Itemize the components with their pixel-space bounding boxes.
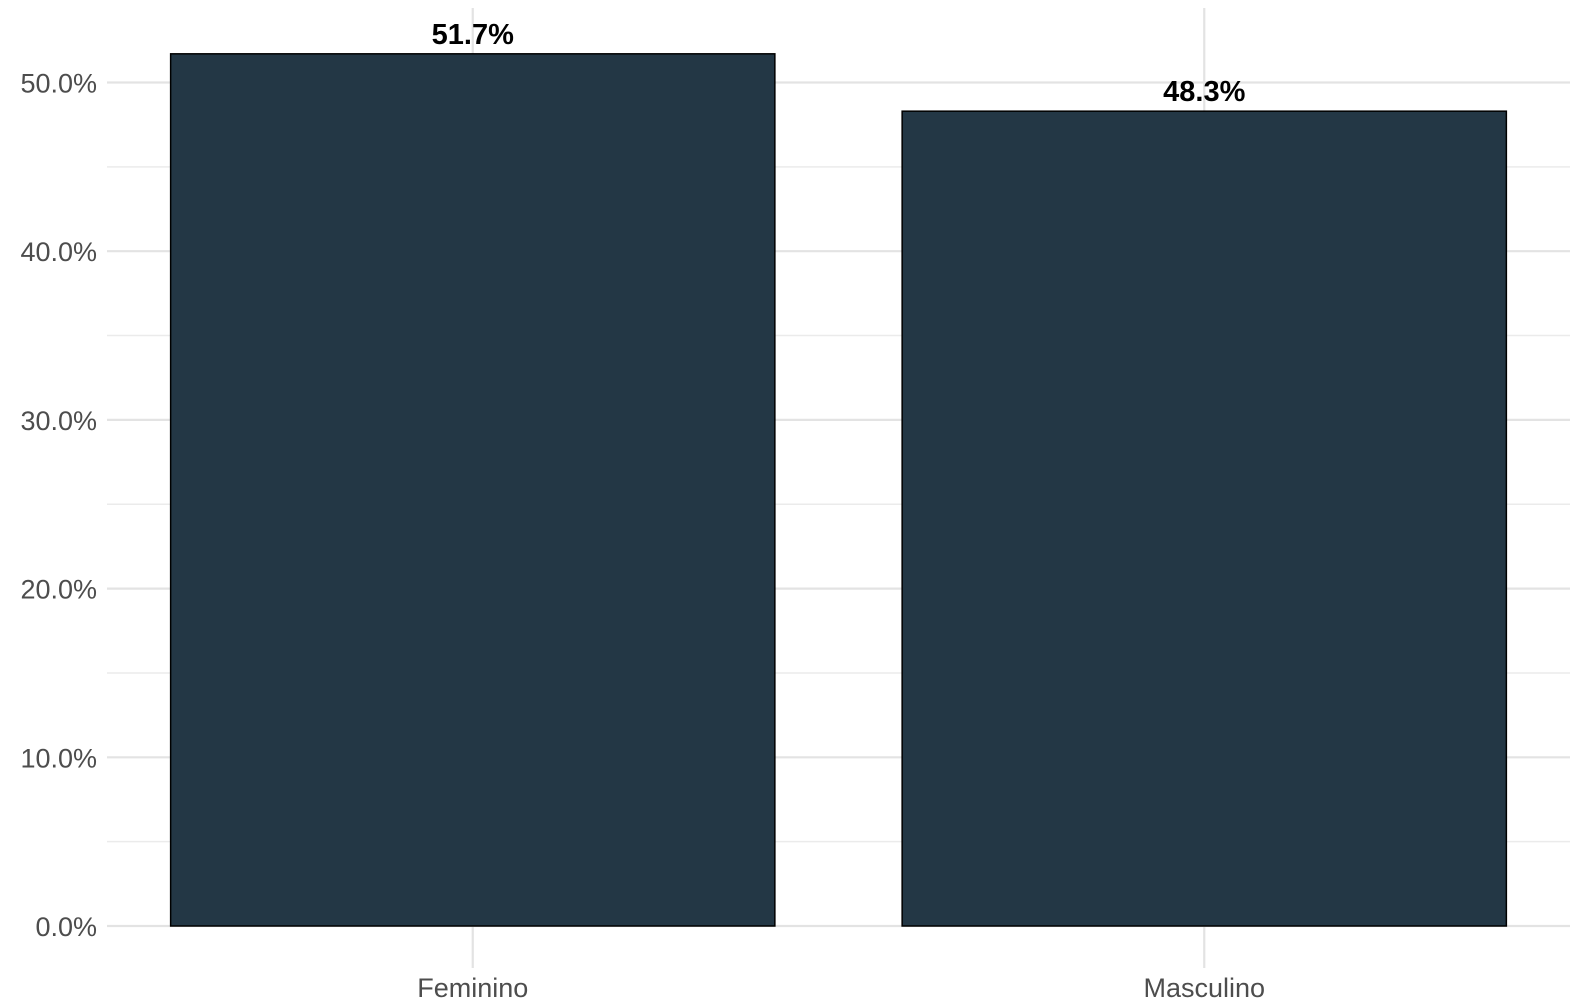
- y-tick-label: 50.0%: [20, 69, 97, 99]
- x-tick-label-masculino: Masculino: [1143, 973, 1265, 1003]
- x-axis-ticks: Feminino Masculino: [417, 973, 1265, 1003]
- bar-masculino: [901, 110, 1508, 927]
- y-tick-label: 20.0%: [20, 575, 97, 605]
- y-tick-label: 30.0%: [20, 406, 97, 436]
- y-tick-label: 10.0%: [20, 743, 97, 773]
- y-axis-ticks: 0.0% 10.0% 20.0% 30.0% 40.0% 50.0%: [20, 69, 97, 943]
- y-tick-label: 0.0%: [35, 912, 97, 942]
- data-label-masculino: 48.3%: [1163, 76, 1245, 108]
- y-tick-label: 40.0%: [20, 237, 97, 267]
- data-labels: 51.7% 48.3%: [432, 19, 1246, 108]
- x-tick-label-feminino: Feminino: [417, 973, 528, 1003]
- bar-feminino: [169, 53, 776, 927]
- bars: [169, 53, 1508, 927]
- data-label-feminino: 51.7%: [432, 19, 514, 51]
